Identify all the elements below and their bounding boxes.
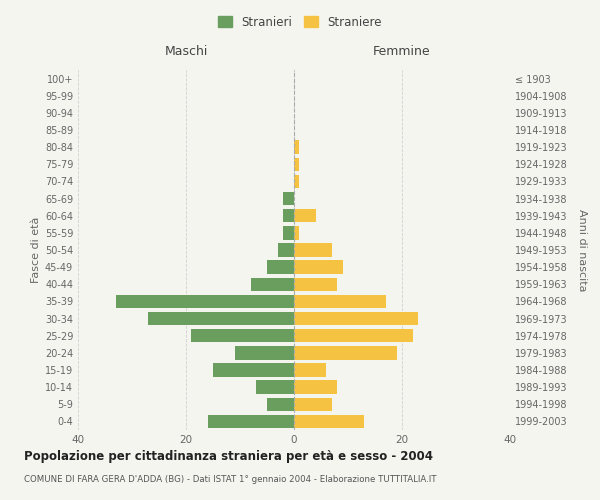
Bar bbox=[294, 174, 299, 188]
Bar bbox=[278, 244, 294, 256]
Bar bbox=[256, 380, 294, 394]
Bar bbox=[294, 294, 386, 308]
Bar bbox=[294, 414, 364, 428]
Bar bbox=[283, 192, 294, 205]
Legend: Stranieri, Straniere: Stranieri, Straniere bbox=[213, 11, 387, 34]
Bar bbox=[267, 260, 294, 274]
Bar bbox=[191, 329, 294, 342]
Bar bbox=[294, 226, 299, 239]
Bar bbox=[294, 312, 418, 326]
Text: Femmine: Femmine bbox=[373, 45, 431, 58]
Bar bbox=[294, 329, 413, 342]
Bar bbox=[251, 278, 294, 291]
Bar bbox=[283, 209, 294, 222]
Y-axis label: Anni di nascita: Anni di nascita bbox=[577, 209, 587, 291]
Bar bbox=[148, 312, 294, 326]
Bar bbox=[294, 158, 299, 171]
Bar bbox=[294, 278, 337, 291]
Bar bbox=[294, 140, 299, 154]
Bar bbox=[294, 209, 316, 222]
Y-axis label: Fasce di età: Fasce di età bbox=[31, 217, 41, 283]
Bar bbox=[294, 398, 332, 411]
Bar bbox=[235, 346, 294, 360]
Text: COMUNE DI FARA GERA D'ADDA (BG) - Dati ISTAT 1° gennaio 2004 - Elaborazione TUTT: COMUNE DI FARA GERA D'ADDA (BG) - Dati I… bbox=[24, 475, 437, 484]
Bar bbox=[294, 346, 397, 360]
Bar bbox=[208, 414, 294, 428]
Bar bbox=[294, 364, 326, 376]
Bar bbox=[213, 364, 294, 376]
Bar bbox=[283, 226, 294, 239]
Bar bbox=[116, 294, 294, 308]
Bar bbox=[267, 398, 294, 411]
Bar bbox=[294, 380, 337, 394]
Bar bbox=[294, 244, 332, 256]
Text: Popolazione per cittadinanza straniera per età e sesso - 2004: Popolazione per cittadinanza straniera p… bbox=[24, 450, 433, 463]
Bar bbox=[294, 260, 343, 274]
Text: Maschi: Maschi bbox=[164, 45, 208, 58]
